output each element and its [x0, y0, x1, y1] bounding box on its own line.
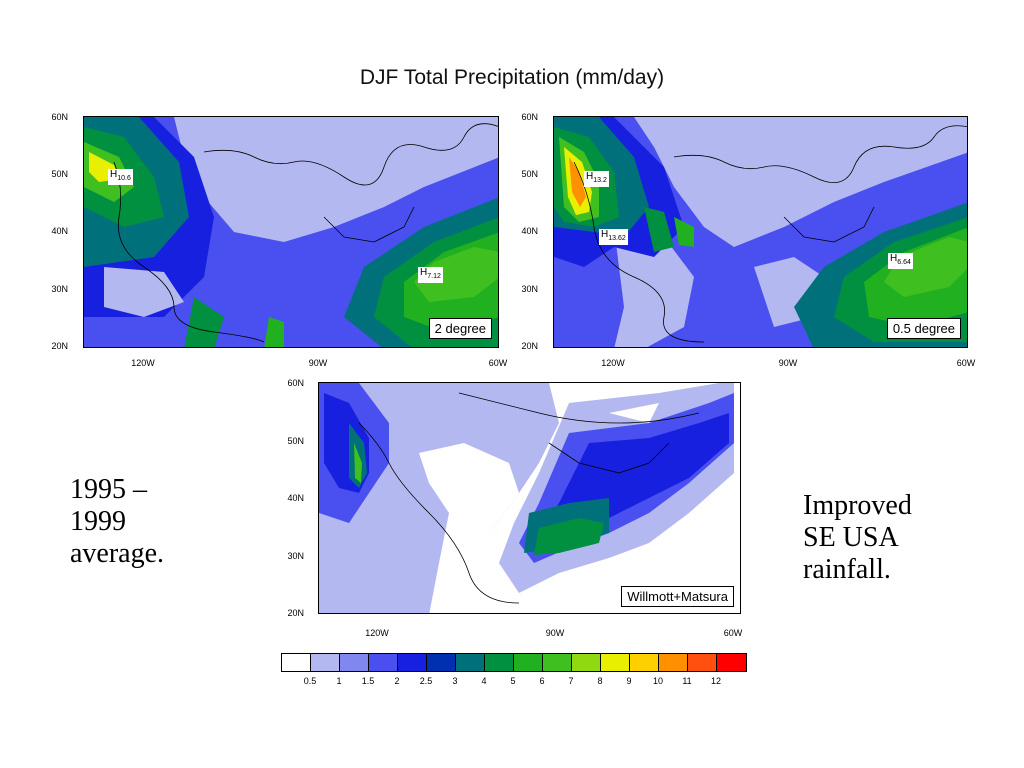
maximum-marker: H10.6 — [108, 169, 133, 185]
lat-label: 20N — [287, 608, 304, 618]
colorbar-segment — [543, 654, 572, 671]
lon-label: 90W — [778, 358, 798, 368]
colorbar-segment — [427, 654, 456, 671]
lon-label: 60W — [723, 628, 743, 638]
colorbar — [281, 653, 747, 672]
lon-label: 90W — [308, 358, 328, 368]
improvement-note: Improved SE USA rainfall. — [803, 490, 912, 586]
colorbar-segment — [688, 654, 717, 671]
colorbar-segment — [311, 654, 340, 671]
note-line: 1995 – — [70, 474, 147, 505]
panel-tag: 2 degree — [428, 318, 492, 339]
precip-field — [84, 117, 498, 347]
figure-title: DJF Total Precipitation (mm/day) — [359, 66, 665, 89]
note-line: Improved — [803, 490, 912, 521]
lat-label: 60N — [51, 112, 68, 122]
note-line: average. — [70, 538, 165, 569]
colorbar-segment — [340, 654, 369, 671]
lat-label: 40N — [51, 226, 68, 236]
lat-label: 30N — [287, 551, 304, 561]
colorbar-label: 9 — [626, 676, 632, 686]
colorbar-segment — [456, 654, 485, 671]
colorbar-label: 8 — [597, 676, 603, 686]
precip-field — [319, 383, 740, 613]
colorbar-label: 2.5 — [419, 676, 433, 686]
colorbar-segment — [659, 654, 688, 671]
maximum-marker: H13.62 — [599, 229, 628, 245]
note-line: rainfall. — [803, 554, 891, 585]
map-2-degree: H10.6 H7.12 2 degree — [83, 116, 499, 348]
colorbar-label: 4 — [481, 676, 487, 686]
colorbar-label: 10 — [652, 676, 663, 686]
lat-label: 30N — [51, 284, 68, 294]
colorbar-label: 0.5 — [303, 676, 317, 686]
colorbar-segment — [369, 654, 398, 671]
colorbar-segment — [282, 654, 311, 671]
lat-label: 60N — [521, 112, 538, 122]
lon-label: 120W — [601, 358, 625, 368]
lon-label: 120W — [365, 628, 389, 638]
lon-label: 60W — [488, 358, 508, 368]
lat-label: 50N — [51, 169, 68, 179]
colorbar-label: 7 — [568, 676, 574, 686]
colorbar-label: 1.5 — [361, 676, 375, 686]
map-observations: Willmott+Matsura — [318, 382, 741, 614]
maximum-marker: H6.64 — [888, 253, 913, 269]
lat-label: 30N — [521, 284, 538, 294]
colorbar-label: 12 — [710, 676, 721, 686]
colorbar-label: 11 — [682, 676, 692, 686]
colorbar-label: 3 — [452, 676, 458, 686]
lat-label: 40N — [521, 226, 538, 236]
lat-label: 50N — [521, 169, 538, 179]
panel-tag: Willmott+Matsura — [621, 586, 734, 607]
lat-label: 40N — [287, 493, 304, 503]
lon-label: 120W — [131, 358, 155, 368]
colorbar-label: 1 — [336, 676, 342, 686]
colorbar-segment — [572, 654, 601, 671]
colorbar-label: 5 — [510, 676, 516, 686]
map-0-5-degree: H13.2 H13.62 H6.64 0.5 degree — [553, 116, 968, 348]
note-line: 1999 — [70, 506, 126, 537]
panel-tag: 0.5 degree — [886, 318, 961, 339]
colorbar-segment — [485, 654, 514, 671]
colorbar-segment — [717, 654, 746, 671]
colorbar-label: 2 — [394, 676, 400, 686]
lat-label: 20N — [51, 341, 68, 351]
colorbar-segment — [630, 654, 659, 671]
lat-label: 50N — [287, 436, 304, 446]
note-line: SE USA — [803, 522, 899, 553]
colorbar-segment — [398, 654, 427, 671]
colorbar-segment — [514, 654, 543, 671]
colorbar-segment — [601, 654, 630, 671]
maximum-marker: H13.2 — [584, 171, 609, 187]
lat-label: 20N — [521, 341, 538, 351]
period-note: 1995 – 1999 average. — [70, 474, 164, 570]
maximum-marker: H7.12 — [418, 267, 443, 283]
lon-label: 60W — [956, 358, 976, 368]
lon-label: 90W — [545, 628, 565, 638]
lat-label: 60N — [287, 378, 304, 388]
colorbar-label: 6 — [539, 676, 545, 686]
